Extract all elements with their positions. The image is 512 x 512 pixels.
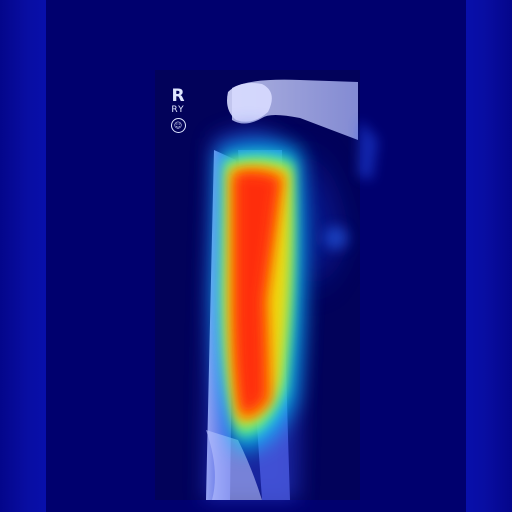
marker-circle-icon: ☺ xyxy=(170,118,186,133)
laterality-marker: R RY ☺ xyxy=(166,88,190,142)
humerus-bone xyxy=(227,79,358,140)
heatmap-overlay xyxy=(214,142,305,451)
marker-letter: R xyxy=(171,86,185,106)
left-edge-band xyxy=(0,0,46,512)
right-edge-band xyxy=(466,0,512,512)
marker-sub: RY xyxy=(171,105,185,115)
